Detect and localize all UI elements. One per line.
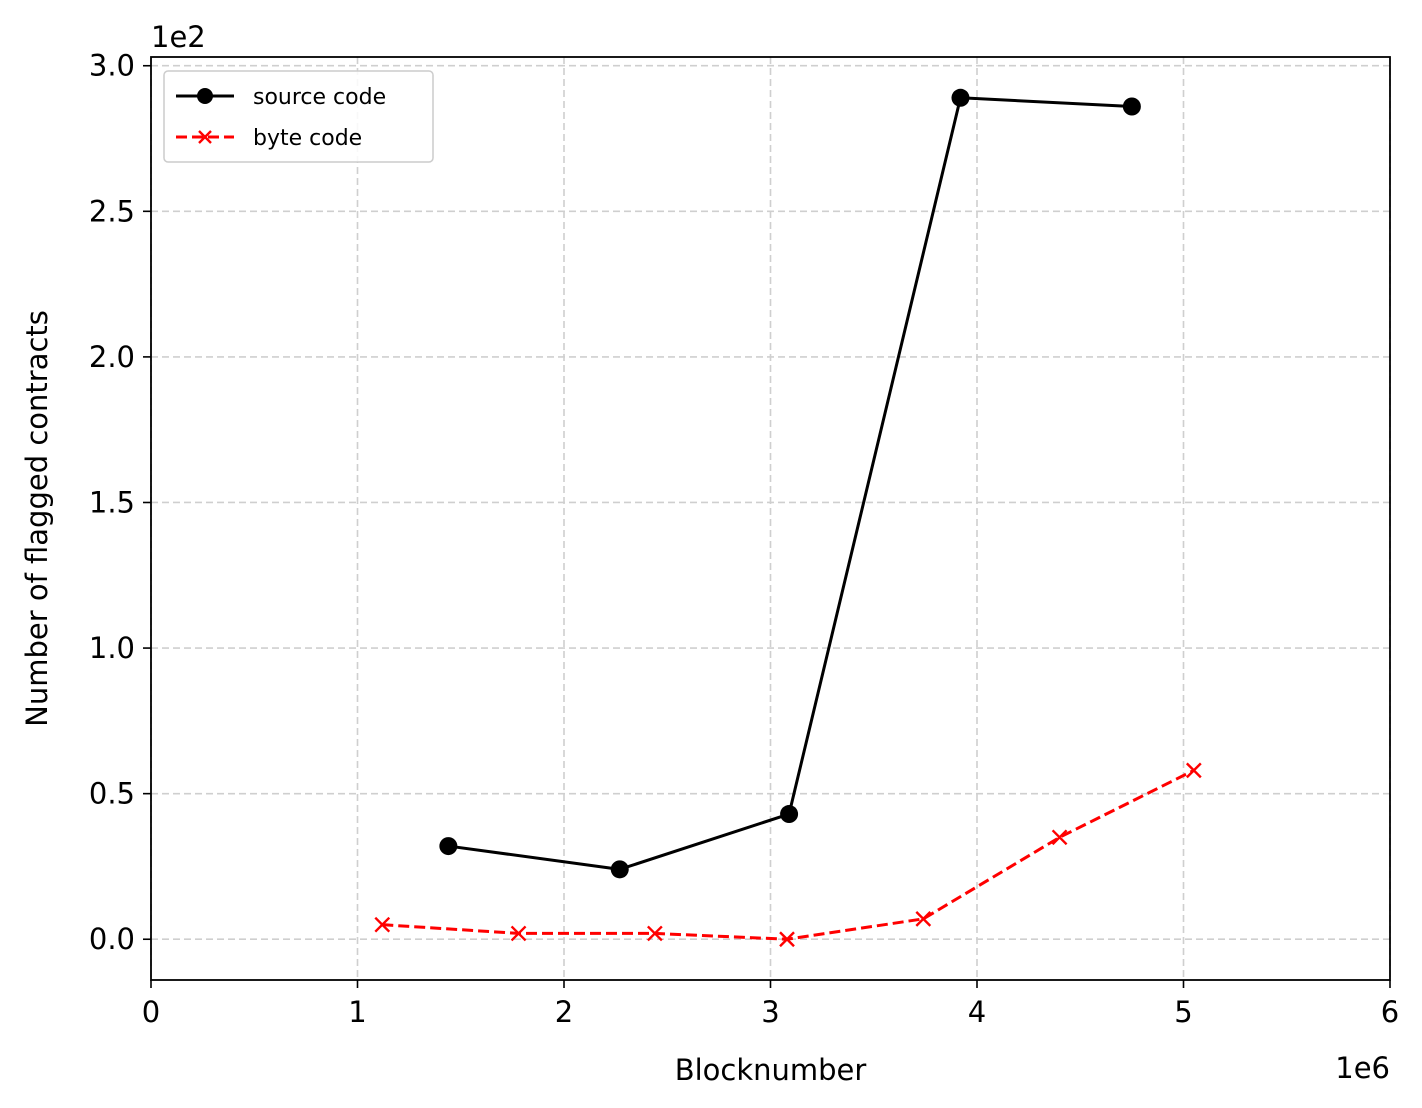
marker-stroke bbox=[779, 931, 795, 948]
data-point-marker bbox=[647, 925, 663, 942]
legend-marker bbox=[198, 130, 212, 144]
x-axis-offset-label: 1e6 bbox=[1335, 1051, 1390, 1085]
data-point-marker bbox=[1122, 97, 1141, 116]
data-point-marker bbox=[780, 805, 799, 824]
data-point-marker bbox=[610, 860, 629, 879]
series-layer bbox=[374, 88, 1202, 948]
y-tick-label: 0.0 bbox=[89, 922, 135, 956]
data-point-marker bbox=[915, 911, 932, 927]
marker-stroke bbox=[198, 130, 212, 144]
legend-items: source code byte code bbox=[176, 85, 386, 151]
data-point-marker bbox=[1051, 829, 1068, 846]
y-tick-label: 2.5 bbox=[89, 194, 135, 228]
marker-stroke bbox=[1185, 762, 1202, 779]
x-tick-label: 6 bbox=[1381, 995, 1399, 1029]
y-tick-label: 3.0 bbox=[89, 49, 135, 83]
data-point-marker bbox=[374, 916, 391, 933]
legend-label: source code bbox=[253, 85, 386, 110]
marker-stroke bbox=[374, 916, 391, 933]
x-tick-label: 0 bbox=[142, 995, 160, 1029]
y-axis-offset-label: 1e2 bbox=[151, 20, 206, 54]
data-point-marker bbox=[951, 88, 970, 107]
y-tick-label: 1.0 bbox=[89, 631, 135, 665]
data-point-marker bbox=[779, 931, 795, 948]
data-point-marker bbox=[510, 925, 527, 942]
axis-ticks: 0 1 2 3 4 5 6 0.0 0.5 1.0 1.5 2.0 2.5 3.0 bbox=[89, 49, 1399, 1029]
marker-stroke bbox=[510, 925, 527, 942]
x-tick-label: 4 bbox=[968, 995, 986, 1029]
x-tick-label: 5 bbox=[1174, 995, 1192, 1029]
legend: source code byte code bbox=[163, 70, 434, 163]
x-tick-label: 2 bbox=[555, 995, 573, 1029]
legend-marker bbox=[197, 88, 213, 104]
x-tick-label: 1 bbox=[348, 995, 366, 1029]
marker-stroke bbox=[647, 925, 663, 942]
legend-label: byte code bbox=[253, 126, 362, 151]
y-tick-label: 2.0 bbox=[89, 340, 135, 374]
marker-stroke bbox=[915, 911, 932, 927]
data-point-marker bbox=[439, 837, 458, 856]
x-tick-label: 3 bbox=[761, 995, 779, 1029]
y-tick-label: 1.5 bbox=[89, 485, 135, 519]
y-axis-label: Number of flagged contracts bbox=[20, 310, 54, 727]
data-point-marker bbox=[1185, 762, 1202, 779]
marker-stroke bbox=[1051, 829, 1068, 846]
x-axis-label: Blocknumber bbox=[675, 1053, 867, 1087]
legend-box bbox=[163, 70, 434, 163]
y-tick-label: 0.5 bbox=[89, 777, 135, 811]
